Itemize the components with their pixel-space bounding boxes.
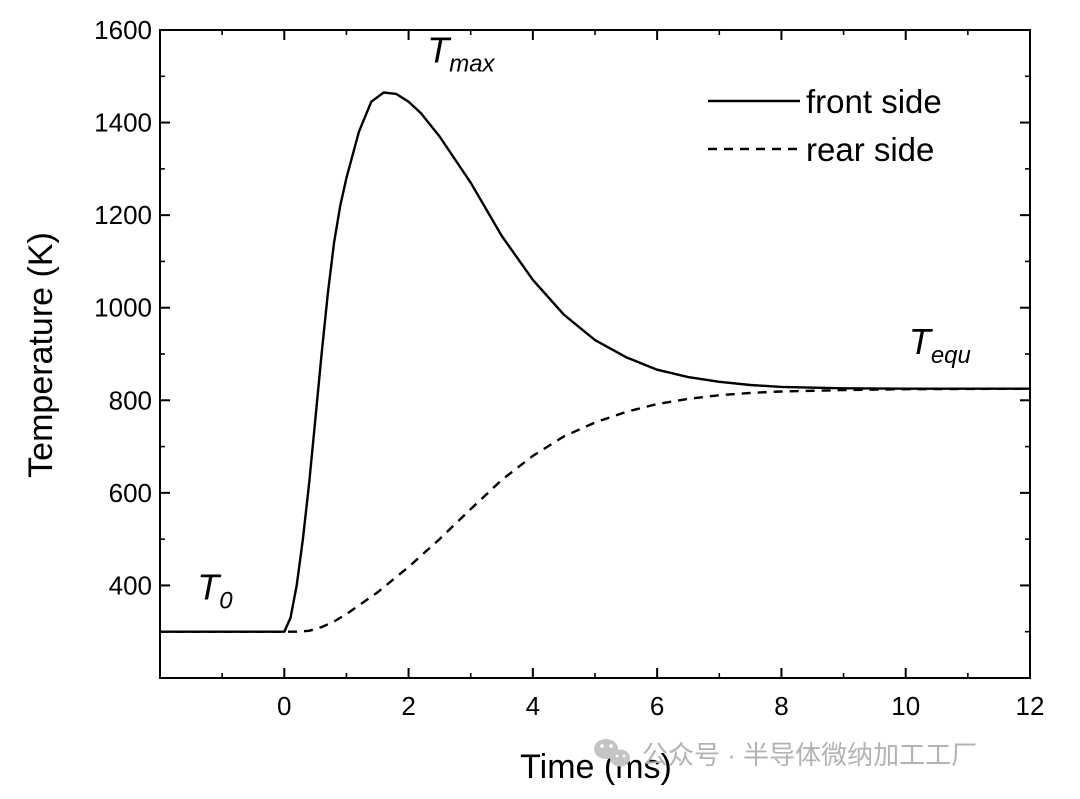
annotation-subscript: 0: [219, 587, 233, 614]
plot-frame: [159, 29, 1031, 679]
annotation-subscript: max: [449, 50, 495, 77]
series-line-rear-side: [160, 387, 1031, 633]
annotation-main-letter: T: [197, 566, 222, 607]
annotation-main-letter: T: [909, 321, 934, 362]
x-tick-label: 10: [891, 691, 920, 721]
legend-label-front-side: front side: [806, 83, 942, 120]
y-tick-label: 1600: [94, 15, 152, 45]
wechat-icon: [594, 739, 630, 767]
y-tick-label: 600: [109, 478, 152, 508]
legend: front side rear side: [708, 83, 942, 168]
y-tick-label: 1200: [94, 200, 152, 230]
annotation-t-equ: Tequ: [909, 321, 971, 369]
x-tick-label: 12: [1016, 691, 1045, 721]
watermark-text: 公众号 · 半导体微纳加工工厂: [642, 740, 977, 770]
x-tick-label: 0: [277, 691, 291, 721]
annotation-t-max: Tmax: [427, 29, 495, 77]
y-tick-label: 1000: [94, 293, 152, 323]
series-line-front-side: [160, 91, 1030, 633]
x-tick-label: 4: [526, 691, 540, 721]
annotation-t-0: T0: [197, 566, 233, 614]
watermark: 公众号 · 半导体微纳加工工厂: [594, 739, 977, 770]
y-tick-label: 800: [109, 385, 152, 415]
x-tick-label: 8: [774, 691, 788, 721]
annotation-subscript: equ: [931, 342, 971, 369]
legend-label-rear-side: rear side: [806, 131, 934, 168]
plot-area: 0 2 4 6 8 10 12 400 600 800 1000 1200 1400 1600: [94, 15, 1044, 721]
y-tick-label: 400: [109, 570, 152, 600]
x-tick-label: 2: [401, 691, 415, 721]
x-tick-label: 6: [650, 691, 664, 721]
y-tick-label: 1400: [94, 108, 152, 138]
annotation-main-letter: T: [427, 29, 452, 70]
y-axis-title: Temperature (K): [22, 232, 60, 478]
